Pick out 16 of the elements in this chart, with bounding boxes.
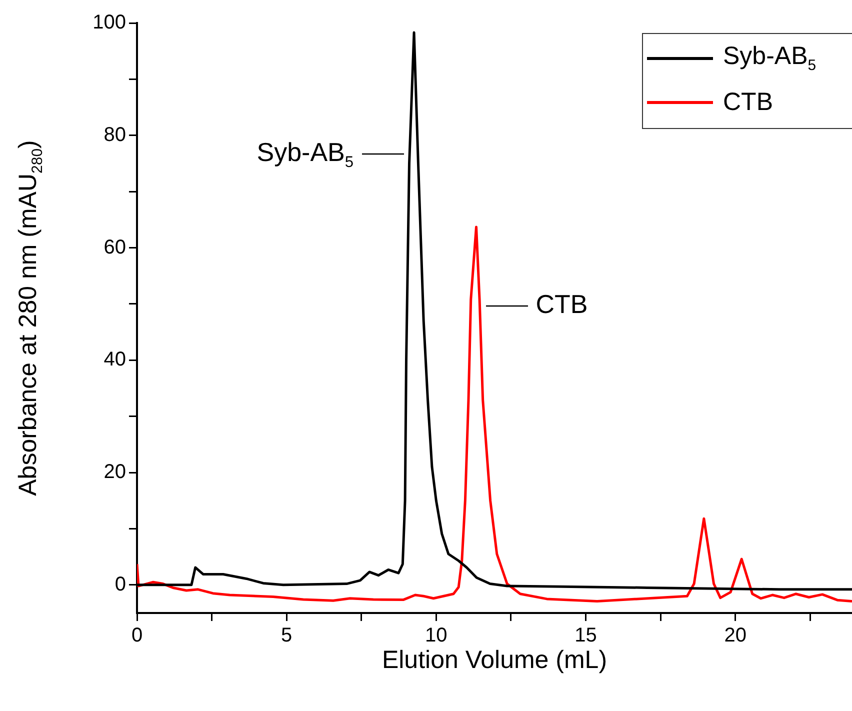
x-axis-title: Elution Volume (mL) (380, 646, 608, 675)
legend-label: Syb-AB$_{5}$ (723, 42, 816, 74)
annotation: Syb-AB$_{5}$ (256, 137, 354, 172)
y-tick-label: 100 (92, 12, 126, 34)
x-tick-label: 10 (425, 624, 448, 647)
x-tick-label: 15 (574, 624, 597, 647)
x-tick-label: 5 (281, 624, 292, 647)
y-tick-label: 80 (104, 124, 126, 146)
legend-label: CTB (723, 88, 773, 116)
x-tick-label: 20 (724, 624, 746, 647)
y-tick-label: 60 (104, 236, 126, 258)
annotation: CTB (536, 288, 588, 320)
x-tick-label: 0 (131, 624, 143, 647)
y-tick-label: 0 (114, 573, 126, 596)
y-tick-label: 40 (104, 348, 126, 371)
y-tick-label: 20 (104, 461, 126, 484)
